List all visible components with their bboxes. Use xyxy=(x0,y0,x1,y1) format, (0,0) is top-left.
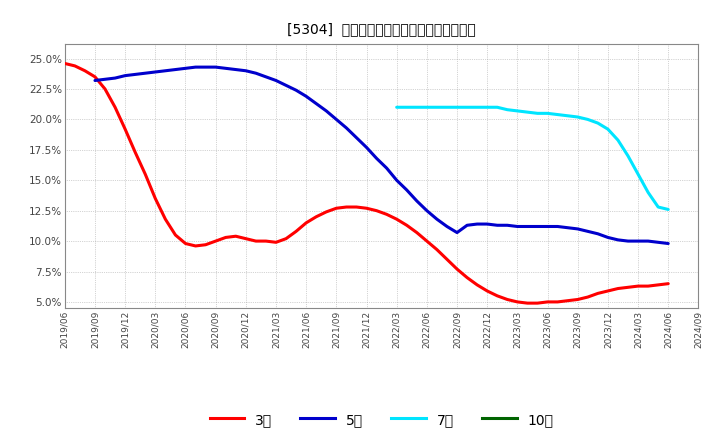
Legend: 3年, 5年, 7年, 10年: 3年, 5年, 7年, 10年 xyxy=(204,407,559,433)
Title: [5304]  経常利益マージンの標準偏差の推移: [5304] 経常利益マージンの標準偏差の推移 xyxy=(287,22,476,36)
